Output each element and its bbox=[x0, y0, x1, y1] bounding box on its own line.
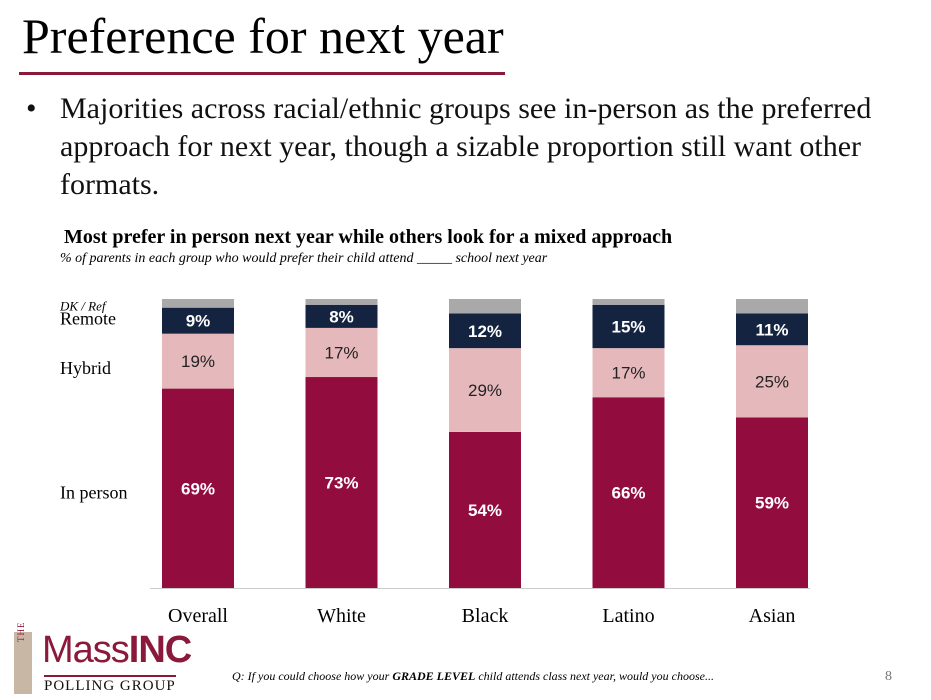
data-label: 17% bbox=[324, 343, 358, 362]
footer-question-emphasis: GRADE LEVEL bbox=[392, 669, 476, 683]
massinc-logo: THE MassINC POLLING GROUP bbox=[14, 622, 214, 696]
bar-white-dk-ref bbox=[305, 299, 378, 305]
bar-white-hybrid bbox=[305, 327, 378, 378]
logo-subtitle: POLLING GROUP bbox=[44, 675, 176, 695]
x-tick-label: White bbox=[317, 605, 366, 627]
x-tick-label: Overall bbox=[168, 605, 228, 627]
bar-black-dk-ref bbox=[449, 299, 521, 314]
chart-title: Most prefer in person next year while ot… bbox=[64, 226, 673, 248]
bar-latino-remote bbox=[592, 304, 665, 349]
footer-question-prefix: Q: If you could choose how your bbox=[232, 669, 393, 683]
legend-item: Remote bbox=[60, 309, 116, 329]
x-tick-label: Black bbox=[462, 605, 509, 627]
data-label: 69% bbox=[181, 479, 215, 498]
bar-latino-hybrid bbox=[592, 348, 665, 398]
legend-item: In person bbox=[60, 482, 127, 502]
bar-overall-hybrid bbox=[162, 333, 234, 389]
bar-latino-dk-ref bbox=[592, 299, 665, 305]
legend-item: Hybrid bbox=[60, 358, 111, 378]
bar-asian-in-person bbox=[736, 417, 808, 588]
data-label: 29% bbox=[468, 381, 502, 400]
bar-overall-remote bbox=[162, 307, 234, 334]
bar-overall-in-person bbox=[162, 388, 234, 588]
bar-black-remote bbox=[449, 313, 521, 349]
bar-black-in-person bbox=[449, 431, 521, 588]
bar-asian-dk-ref bbox=[736, 299, 808, 314]
data-label: 12% bbox=[468, 322, 502, 341]
bar-asian-remote bbox=[736, 313, 808, 346]
logo-the: THE bbox=[16, 621, 26, 643]
data-label: 73% bbox=[324, 474, 358, 493]
footer-question-suffix: child attends class next year, would you… bbox=[475, 669, 714, 683]
title-underline bbox=[19, 72, 505, 75]
slide-title: Preference for next year bbox=[22, 8, 504, 64]
bar-white-remote bbox=[305, 304, 378, 328]
data-label: 17% bbox=[611, 364, 645, 383]
bar-white-in-person bbox=[305, 377, 378, 588]
data-label: 54% bbox=[468, 501, 502, 520]
logo-wordmark: MassINC bbox=[42, 628, 192, 672]
data-label: 66% bbox=[611, 484, 645, 503]
legend-item: DK / Ref bbox=[59, 298, 108, 313]
bar-asian-hybrid bbox=[736, 345, 808, 418]
data-label: 11% bbox=[755, 320, 788, 339]
bar-overall-dk-ref bbox=[162, 299, 234, 308]
data-label: 25% bbox=[755, 372, 789, 391]
data-label: 15% bbox=[611, 317, 645, 336]
data-label: 8% bbox=[329, 307, 354, 326]
bar-latino-in-person bbox=[592, 397, 665, 588]
data-label: 19% bbox=[181, 352, 215, 371]
data-label: 59% bbox=[755, 494, 789, 513]
footer-question: Q: If you could choose how your GRADE LE… bbox=[232, 669, 714, 684]
data-label: 9% bbox=[186, 312, 211, 331]
logo-bar bbox=[14, 632, 32, 694]
x-tick-label: Asian bbox=[749, 605, 796, 627]
bullet-dot-icon: • bbox=[26, 92, 37, 125]
chart-subtitle: % of parents in each group who would pre… bbox=[60, 251, 548, 266]
x-tick-label: Latino bbox=[602, 605, 654, 627]
logo-mass: Mass bbox=[42, 629, 130, 671]
bar-black-hybrid bbox=[449, 348, 521, 432]
bullet-text: Majorities across racial/ethnic groups s… bbox=[60, 92, 872, 201]
logo-inc: INC bbox=[128, 629, 192, 671]
page-number: 8 bbox=[885, 669, 892, 684]
